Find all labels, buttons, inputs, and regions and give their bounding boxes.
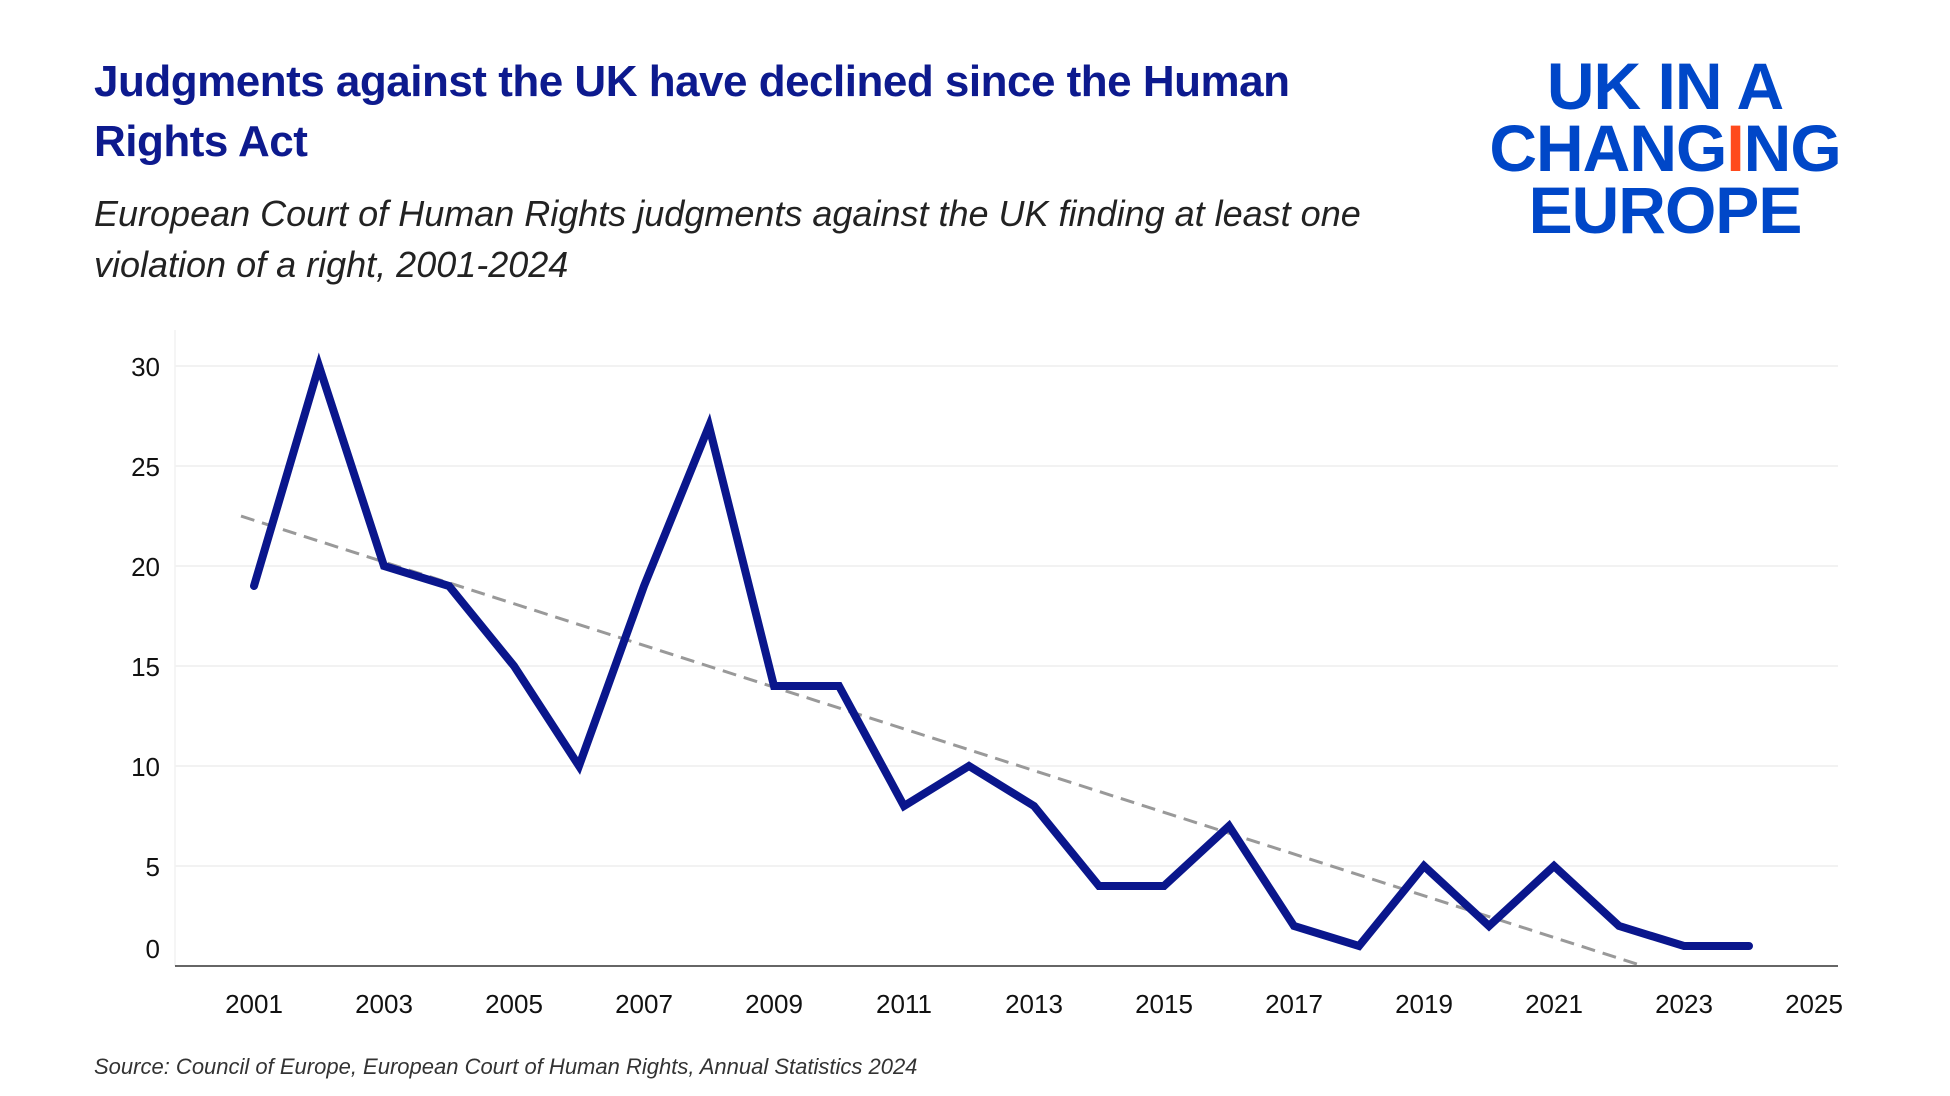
x-tick-label: 2017 [1265,989,1323,1019]
chart-subtitle: European Court of Human Rights judgments… [94,193,1361,285]
x-tick-label: 2019 [1395,989,1453,1019]
x-tick-label: 2011 [876,989,932,1019]
y-tick-label: 15 [131,652,160,682]
y-tick-label: 30 [131,352,160,382]
logo-part: NG [1743,111,1842,185]
y-tick-label: 20 [131,552,160,582]
source-note: Source: Council of Europe, European Cour… [94,1054,918,1079]
logo-line-1: UK IN A [1546,49,1784,123]
y-tick-label: 10 [131,752,160,782]
x-tick-label: 2009 [745,989,803,1019]
y-tick-label: 0 [146,934,160,964]
x-tick-label: 2023 [1655,989,1713,1019]
x-tick-label: 2003 [355,989,413,1019]
logo-line-2: CHANGING [1455,115,1875,181]
x-tick-label: 2025 [1785,989,1843,1019]
chart-title: Judgments against the UK have declined s… [94,57,1290,166]
x-tick-label: 2001 [225,989,283,1019]
x-tick-label: 2015 [1135,989,1193,1019]
logo-accent: I [1726,111,1744,185]
uk-in-a-changing-europe-logo: UK IN A CHANGING EUROPE [1455,49,1875,247]
logo-line-3: EUROPE [1528,173,1803,247]
x-tick-label: 2021 [1525,989,1583,1019]
y-tick-label: 25 [131,452,160,482]
y-tick-label: 5 [146,852,160,882]
x-tick-label: 2005 [485,989,543,1019]
trendline [240,514,1644,968]
series-line [250,352,1753,951]
logo-part: CHANG [1489,111,1727,185]
x-tick-label: 2007 [615,989,673,1019]
x-tick-label: 2013 [1005,989,1063,1019]
